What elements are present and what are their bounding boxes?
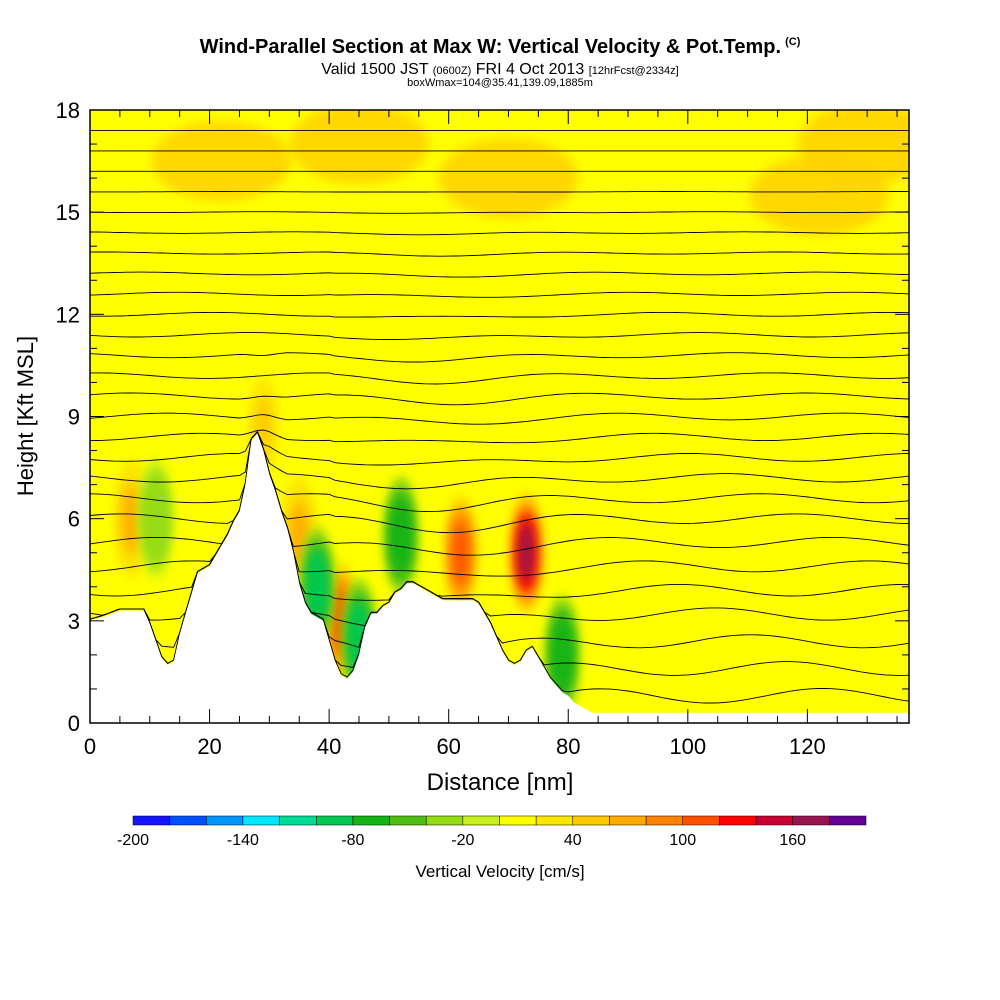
colorbar-title: Vertical Velocity [cm/s] [415, 862, 585, 881]
colorbar-label: -140 [227, 832, 259, 849]
upper-band-1 [289, 110, 429, 185]
theta-contour-22 [90, 211, 909, 214]
y-tick-label: 12 [56, 302, 80, 327]
theta-contour-11 [90, 429, 909, 444]
theta-contour-17 [90, 311, 909, 318]
valid-date: FRI 4 Oct 2013 [475, 61, 585, 78]
x-tick-label: 20 [197, 734, 221, 759]
valid-time: Valid 1500 JST [321, 61, 429, 78]
upper-band-4 [797, 110, 909, 185]
w-core-7-3 [309, 556, 325, 617]
theta-contour-9 [90, 430, 909, 490]
colorbar-swatch [792, 815, 830, 826]
w-core-3-3 [124, 488, 140, 549]
x-tick-label: 120 [789, 734, 826, 759]
y-axis-label: Height [Kft MSL] [13, 336, 38, 496]
terrain [90, 433, 909, 723]
theta-contour-23 [90, 191, 909, 193]
theta-contour-10 [90, 430, 909, 466]
colorbar-swatch [279, 815, 317, 826]
colorbar-swatch [316, 815, 354, 826]
title-mark: (C) [785, 36, 801, 49]
forecast-tag: [12hrFcst@2334z] [588, 65, 679, 77]
theta-contour-19 [90, 271, 909, 278]
colorbar-swatch [609, 815, 647, 826]
theta-contour-13 [90, 392, 909, 406]
w-core-10-3 [148, 488, 164, 549]
theta-contour-6 [90, 430, 909, 556]
colorbar-swatch [719, 815, 757, 826]
upper-band-2 [438, 138, 579, 219]
colorbar-label: 160 [779, 832, 806, 849]
x-axis-label: Distance [nm] [427, 769, 574, 796]
colorbar-swatch [572, 815, 610, 826]
colorbar-swatch [425, 815, 464, 826]
theta-contour-20 [90, 251, 909, 257]
colorbar-label: 40 [564, 832, 582, 849]
theta-contour-14 [90, 372, 909, 385]
colorbar-swatch [829, 815, 867, 826]
colorbar-swatch [389, 815, 427, 826]
colorbar-swatch [352, 815, 390, 826]
x-tick-label: 0 [84, 734, 96, 759]
colorbar-swatch [535, 815, 574, 826]
theta-contour-16 [90, 332, 909, 340]
colorbar-label: -80 [341, 832, 364, 849]
x-tick-label: 80 [556, 734, 580, 759]
colorbar-swatch [462, 815, 500, 826]
colorbar-swatch [132, 815, 170, 826]
theta-contour-12 [90, 412, 909, 425]
w-core-6-3 [393, 505, 409, 566]
theta-contour-15 [90, 352, 909, 363]
colorbar-label: -200 [117, 832, 149, 849]
theta-contour-18 [90, 291, 909, 298]
y-tick-label: 3 [68, 609, 80, 634]
colorbar-swatch [499, 815, 537, 826]
y-tick-label: 18 [56, 98, 80, 123]
x-tick-label: 100 [669, 734, 706, 759]
chart-subtitle-2: boxWmax=104@35.41,139.09,1885m [407, 77, 593, 89]
colorbar-swatch [682, 815, 720, 826]
chart-subtitle: Valid 1500 JST (0600Z) FRI 4 Oct 2013 [1… [0, 61, 1000, 79]
colorbar-swatch [206, 815, 244, 826]
x-tick-label: 60 [436, 734, 460, 759]
valid-zone: (0600Z) [432, 65, 472, 77]
w-core-0-3 [518, 522, 534, 583]
y-tick-label: 9 [68, 405, 80, 430]
upper-band-0 [151, 121, 292, 202]
x-tick-label: 40 [317, 734, 341, 759]
y-tick-label: 6 [68, 507, 80, 532]
colorbar-label: 100 [669, 832, 696, 849]
w-core-1-3 [453, 522, 469, 583]
y-tick-label: 15 [56, 200, 80, 225]
colorbar-label: -20 [451, 832, 474, 849]
w-core-9-3 [554, 624, 570, 685]
theta-contour-8 [90, 430, 909, 513]
chart-title: Wind-Parallel Section at Max W: Vertical… [199, 36, 801, 58]
colorbar-swatch [242, 815, 280, 826]
theta-contour-21 [90, 231, 909, 236]
y-tick-label: 0 [68, 711, 80, 736]
colorbar-swatch [755, 815, 793, 826]
colorbar-swatch [645, 815, 683, 826]
theta-contour-7 [90, 430, 909, 534]
colorbar-swatch [169, 815, 207, 826]
